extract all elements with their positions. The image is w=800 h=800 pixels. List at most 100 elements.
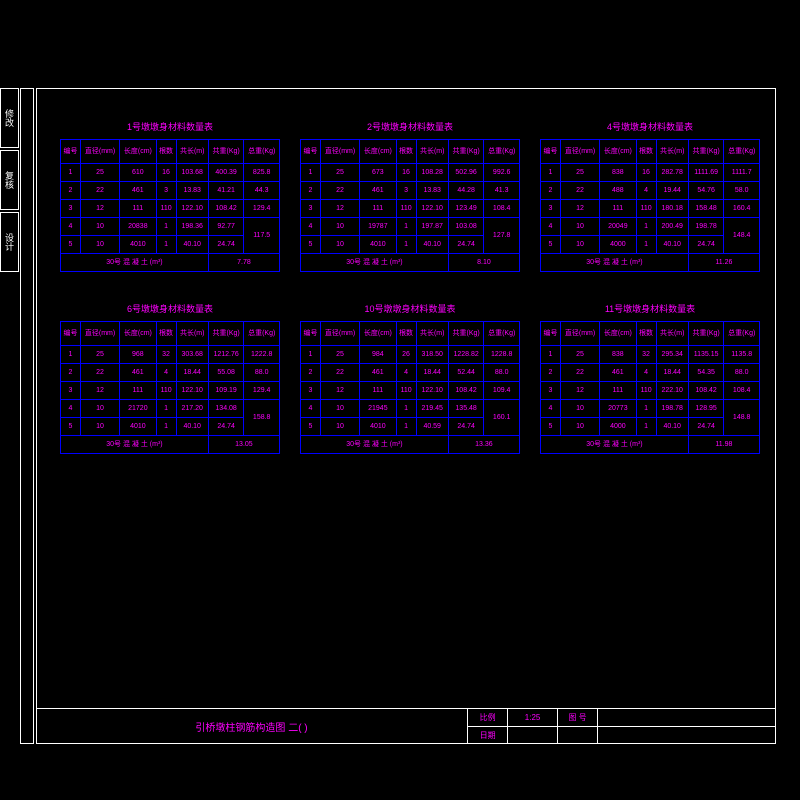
cell: 1 bbox=[396, 400, 416, 418]
cell: 25 bbox=[80, 346, 119, 364]
date-label: 日期 bbox=[468, 727, 508, 744]
cell: 10 bbox=[560, 418, 599, 436]
cell-merged: 148.4 bbox=[724, 218, 760, 254]
concrete-value: 13.36 bbox=[448, 436, 519, 454]
cell: 41.21 bbox=[208, 182, 244, 200]
cell: 110 bbox=[396, 200, 416, 218]
col-header: 共重(Kg) bbox=[448, 322, 484, 346]
cell: 20049 bbox=[600, 218, 636, 236]
cell: 13.83 bbox=[416, 182, 448, 200]
cell: 10 bbox=[320, 218, 359, 236]
cell: 400.39 bbox=[208, 164, 244, 182]
cell: 111 bbox=[120, 200, 156, 218]
cell: 26 bbox=[396, 346, 416, 364]
cell: 610 bbox=[120, 164, 156, 182]
cell: 1 bbox=[156, 400, 176, 418]
col-header: 共长(m) bbox=[656, 322, 688, 346]
cell: 158.48 bbox=[688, 200, 724, 218]
cell: 12 bbox=[560, 200, 599, 218]
cell: 10 bbox=[80, 236, 119, 254]
cell: 20773 bbox=[600, 400, 636, 418]
cell: 488 bbox=[600, 182, 636, 200]
cell: 24.74 bbox=[448, 418, 484, 436]
cell: 180.18 bbox=[656, 200, 688, 218]
cell: 13.83 bbox=[176, 182, 208, 200]
col-header: 总重(Kg) bbox=[724, 322, 760, 346]
col-header: 根数 bbox=[156, 322, 176, 346]
col-header: 总重(Kg) bbox=[244, 322, 280, 346]
cell: 4 bbox=[541, 218, 561, 236]
cell: 4 bbox=[61, 218, 81, 236]
cell: 10 bbox=[560, 218, 599, 236]
cell: 3 bbox=[156, 182, 176, 200]
cell: 461 bbox=[360, 364, 396, 382]
cell: 111 bbox=[600, 382, 636, 400]
blank-label bbox=[558, 727, 598, 744]
cell: 18.44 bbox=[656, 364, 688, 382]
cell: 10 bbox=[320, 400, 359, 418]
cell: 295.34 bbox=[656, 346, 688, 364]
table-title: 1号墩墩身材料数量表 bbox=[60, 120, 280, 133]
cell: 108.42 bbox=[688, 382, 724, 400]
col-header: 长度(cm) bbox=[600, 322, 636, 346]
cell: 1 bbox=[636, 218, 656, 236]
cell: 502.96 bbox=[448, 164, 484, 182]
cell: 1111.69 bbox=[688, 164, 724, 182]
cell: 44.3 bbox=[244, 182, 280, 200]
cell: 4 bbox=[636, 182, 656, 200]
cell: 4 bbox=[541, 400, 561, 418]
cell: 12 bbox=[80, 382, 119, 400]
cell: 282.78 bbox=[656, 164, 688, 182]
material-table: 6号墩墩身材料数量表编号直径(mm)长度(cm)根数共长(m)共重(Kg)总重(… bbox=[60, 302, 280, 454]
concrete-label: 30号 混 凝 土 (m³) bbox=[61, 254, 209, 272]
cell: 5 bbox=[541, 418, 561, 436]
cell: 2 bbox=[301, 364, 321, 382]
tables-grid: 1号墩墩身材料数量表编号直径(mm)长度(cm)根数共长(m)共重(Kg)总重(… bbox=[60, 120, 760, 454]
fig-value bbox=[598, 709, 776, 726]
cell: 303.68 bbox=[176, 346, 208, 364]
col-header: 共长(m) bbox=[416, 140, 448, 164]
cell: 40.10 bbox=[656, 418, 688, 436]
concrete-value: 11.26 bbox=[688, 254, 759, 272]
cell: 2 bbox=[301, 182, 321, 200]
cell: 110 bbox=[396, 382, 416, 400]
cell: 25 bbox=[560, 164, 599, 182]
cell: 52.44 bbox=[448, 364, 484, 382]
cell: 19.44 bbox=[656, 182, 688, 200]
col-header: 根数 bbox=[396, 140, 416, 164]
cell: 838 bbox=[600, 164, 636, 182]
cell: 123.49 bbox=[448, 200, 484, 218]
material-table: 11号墩墩身材料数量表编号直径(mm)长度(cm)根数共长(m)共重(Kg)总重… bbox=[540, 302, 760, 454]
cell: 5 bbox=[61, 236, 81, 254]
data-table: 编号直径(mm)长度(cm)根数共长(m)共重(Kg)总重(Kg)1256101… bbox=[60, 139, 280, 272]
cell: 10 bbox=[320, 418, 359, 436]
cell: 1 bbox=[156, 418, 176, 436]
cell: 109.19 bbox=[208, 382, 244, 400]
cell: 22 bbox=[560, 182, 599, 200]
cell: 825.8 bbox=[244, 164, 280, 182]
col-header: 长度(cm) bbox=[600, 140, 636, 164]
content-area: 1号墩墩身材料数量表编号直径(mm)长度(cm)根数共长(m)共重(Kg)总重(… bbox=[60, 120, 760, 454]
concrete-label: 30号 混 凝 土 (m³) bbox=[61, 436, 209, 454]
table-title: 4号墩墩身材料数量表 bbox=[540, 120, 760, 133]
cell: 111 bbox=[120, 382, 156, 400]
col-header: 共重(Kg) bbox=[208, 140, 244, 164]
cell: 122.10 bbox=[416, 382, 448, 400]
material-table: 1号墩墩身材料数量表编号直径(mm)长度(cm)根数共长(m)共重(Kg)总重(… bbox=[60, 120, 280, 272]
cell: 4 bbox=[301, 218, 321, 236]
cell: 4 bbox=[156, 364, 176, 382]
cell: 32 bbox=[156, 346, 176, 364]
cell: 984 bbox=[360, 346, 396, 364]
col-header: 直径(mm) bbox=[320, 322, 359, 346]
cell: 160.4 bbox=[724, 200, 760, 218]
cell: 461 bbox=[120, 364, 156, 382]
cell: 41.3 bbox=[484, 182, 520, 200]
col-header: 长度(cm) bbox=[120, 322, 156, 346]
cell: 1222.8 bbox=[244, 346, 280, 364]
cell: 4 bbox=[396, 364, 416, 382]
cell: 16 bbox=[156, 164, 176, 182]
cell: 10 bbox=[80, 400, 119, 418]
cell: 12 bbox=[80, 200, 119, 218]
cell: 838 bbox=[600, 346, 636, 364]
scale-label: 比例 bbox=[468, 709, 508, 726]
